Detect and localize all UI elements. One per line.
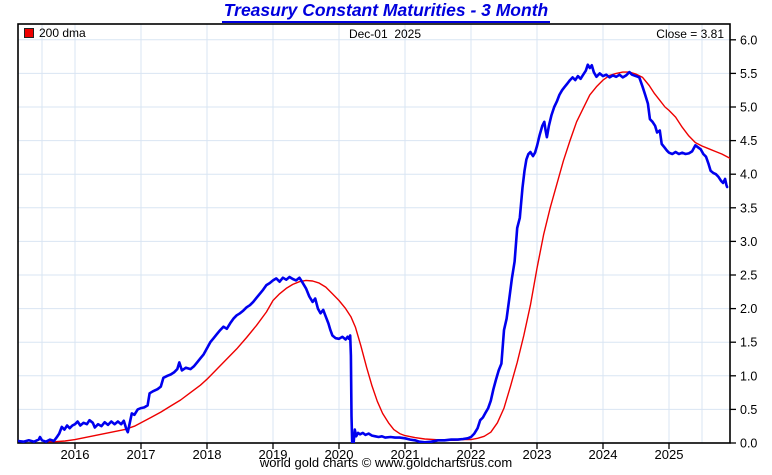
y-tick-label: 0.5 — [740, 403, 757, 417]
y-tick-label: 2.5 — [740, 269, 757, 283]
y-tick-label: 3.5 — [740, 201, 757, 215]
dma-legend-swatch — [24, 28, 34, 38]
y-tick-label: 1.0 — [740, 369, 757, 383]
chart-title: Treasury Constant Maturities - 3 Month — [221, 0, 551, 23]
x-tick-label: 2017 — [127, 447, 156, 462]
title-row: Treasury Constant Maturities - 3 Month — [0, 0, 772, 23]
dma-line — [45, 71, 730, 443]
y-tick-label: 3.0 — [740, 235, 757, 249]
rate-line — [18, 63, 729, 443]
legend: 200 dma — [24, 26, 86, 40]
x-tick-label: 2024 — [589, 447, 618, 462]
x-tick-label: 2023 — [523, 447, 552, 462]
y-tick-label: 2.0 — [740, 302, 757, 316]
x-tick-label: 2016 — [61, 447, 90, 462]
plot-frame — [17, 23, 731, 444]
dma-legend-label: 200 dma — [39, 26, 86, 40]
y-tick-label: 5.0 — [740, 101, 757, 115]
x-tick-label: 2021 — [391, 447, 420, 462]
as-of-date-label: Dec-01 2025 — [348, 27, 422, 41]
close-value-label: Close = 3.81 — [656, 27, 724, 41]
y-tick-label: 0.0 — [740, 437, 757, 451]
y-tick-label: 6.0 — [740, 33, 757, 47]
x-tick-label: 2025 — [655, 447, 684, 462]
y-tick-label: 1.5 — [740, 336, 757, 350]
x-tick-label: 2019 — [259, 447, 288, 462]
y-tick-label: 4.5 — [740, 134, 757, 148]
y-tick-label: 4.0 — [740, 168, 757, 182]
attribution-footer: world gold charts © www.goldchartsrus.co… — [259, 455, 513, 470]
x-tick-label: 2018 — [193, 447, 222, 462]
x-tick-label: 2020 — [325, 447, 354, 462]
y-tick-label: 5.5 — [740, 67, 757, 81]
x-tick-label: 2022 — [457, 447, 486, 462]
